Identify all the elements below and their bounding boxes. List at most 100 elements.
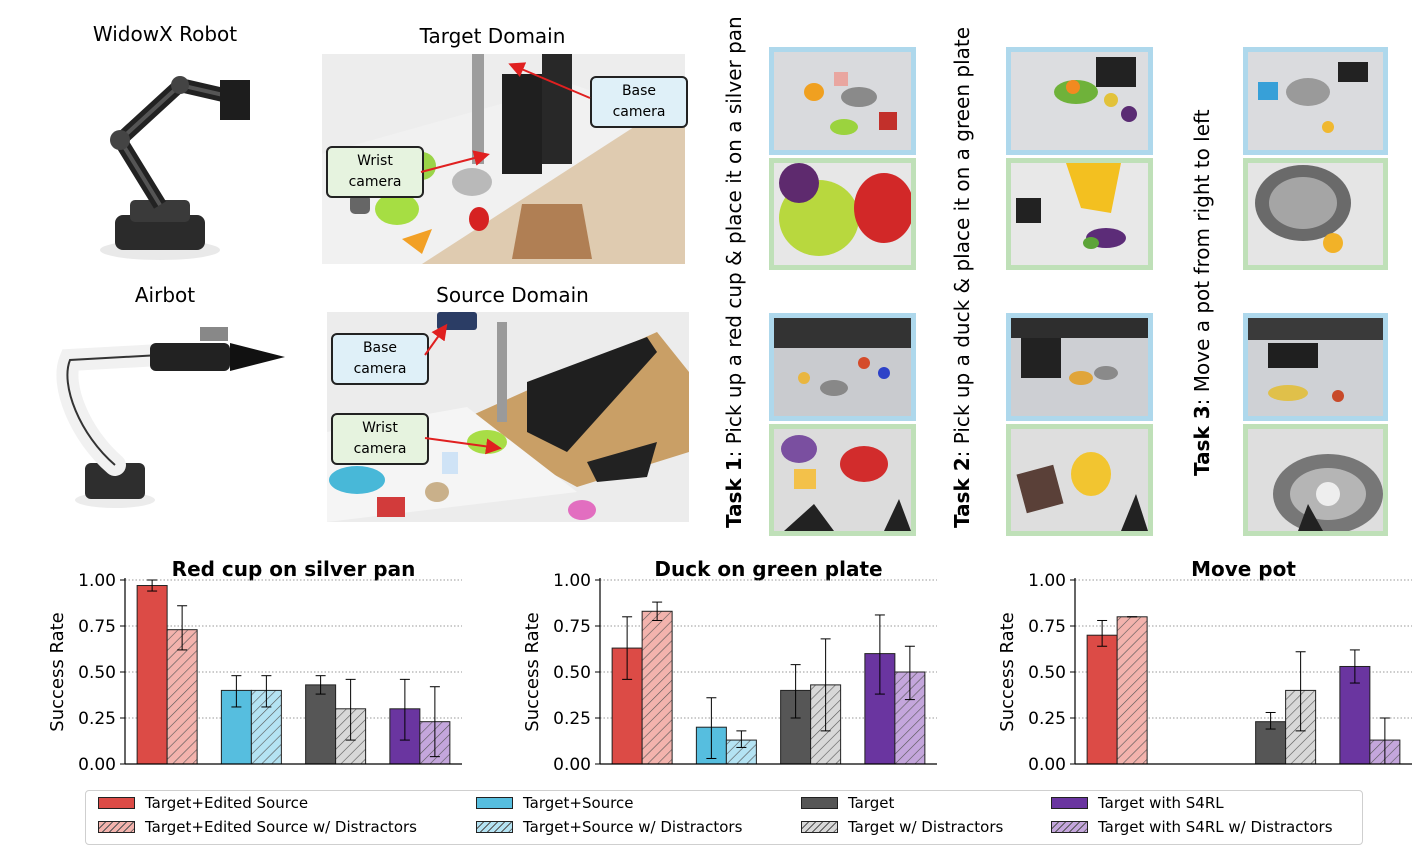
chart-duck-on-green-plate: Duck on green plate 0.00 0.25 0.50 0.75 1.00 S… <box>522 557 937 775</box>
chart-move-pot: Move pot 0.00 0.25 0.50 0.75 1.00 Success Rate <box>997 557 1412 775</box>
y-axis-label: Success Rate <box>997 612 1018 731</box>
airbot-robot-image <box>56 327 285 508</box>
chart-title: Duck on green plate <box>654 557 882 581</box>
chart-title: Red cup on silver pan <box>172 557 416 581</box>
legend-swatch <box>1051 797 1088 809</box>
bar-target-edited-source <box>136 585 168 765</box>
error-bar-target-w-distractors <box>820 638 831 732</box>
bar-target-edited-source <box>1086 634 1118 765</box>
error-bar-target-with-s4rl <box>399 678 410 741</box>
bar-target-edited-source-w-distractors <box>641 610 673 765</box>
task-1-bold: Task 1 <box>722 457 746 528</box>
y-tick-label: 0.50 <box>78 663 116 683</box>
y-tick-label: 0.00 <box>553 755 591 775</box>
arrow-target-wrist <box>420 150 490 173</box>
source-wrist-camera-callout: Wrist camera <box>331 413 429 465</box>
error-bar-target <box>1265 711 1276 730</box>
task-1-target-wrist-thumb <box>769 158 916 270</box>
error-bar-target-source <box>231 675 242 708</box>
error-bar-target-source-w-distractors <box>736 730 747 748</box>
task-2-label: Task 2: Pick up a duck & place it on a g… <box>950 27 974 528</box>
target-base-camera-text: Base camera <box>612 83 666 120</box>
source-domain-label: Source Domain <box>436 283 589 307</box>
error-bar-target-source-w-distractors <box>261 675 272 708</box>
chart-title: Move pot <box>1191 557 1296 581</box>
target-base-camera-callout: Base camera <box>590 76 688 128</box>
error-bar-target <box>790 664 801 719</box>
legend-label: Target+Edited Source <box>145 794 309 812</box>
legend-swatch <box>801 797 838 809</box>
y-tick-label: 0.75 <box>1028 617 1066 637</box>
y-tick-label: 1.00 <box>78 571 116 591</box>
y-tick-label: 0.50 <box>1028 663 1066 683</box>
task-3-source-wrist-thumb <box>1243 424 1388 536</box>
error-bar-target-with-s4rl-w-distractors <box>429 686 440 758</box>
error-bar-target-edited-source-w-distractors <box>652 601 663 621</box>
error-bar-target-w-distractors <box>1295 651 1306 732</box>
task-1-rest: : Pick up a red cup & place it on a silv… <box>722 16 746 458</box>
legend-label: Target with S4RL w/ Distractors <box>1098 818 1333 836</box>
source-wrist-camera-text: Wrist camera <box>353 420 407 457</box>
error-bar-target-edited-source <box>1097 619 1108 647</box>
airbot-label: Airbot <box>134 283 196 307</box>
target-wrist-camera-text: Wrist camera <box>348 153 402 190</box>
target-domain-label: Target Domain <box>419 24 566 48</box>
task-3-label: Task 3: Move a pot from right to left <box>1190 109 1214 476</box>
chart-red-cup-on-silver-pan: Red cup on silver pan 0.00 0.25 0.50 0.75 1.0… <box>47 557 462 775</box>
y-tick-label: 0.25 <box>1028 709 1066 729</box>
legend-label: Target+Source w/ Distractors <box>523 818 743 836</box>
arrow-source-wrist <box>424 437 502 455</box>
y-tick-label: 0.00 <box>1028 755 1066 775</box>
legend-swatch <box>476 797 513 809</box>
legend-swatch <box>98 797 135 809</box>
y-axis-label: Success Rate <box>522 612 543 731</box>
legend-item-target: Target <box>801 794 894 812</box>
target-wrist-camera-callout: Wrist camera <box>326 146 424 198</box>
legend-label: Target+Source <box>523 794 634 812</box>
legend-item-target-with-s4rl-w-distractors: Target with S4RL w/ Distractors <box>1051 818 1333 836</box>
y-tick-label: 1.00 <box>553 571 591 591</box>
legend-item-target-edited-source-w-distractors: Target+Edited Source w/ Distractors <box>98 818 417 836</box>
task-2-target-base-thumb <box>1006 47 1153 155</box>
task-2-source-base-thumb <box>1006 313 1153 421</box>
task-1-target-base-thumb <box>769 47 916 155</box>
bar-target-edited-source-w-distractors <box>1116 616 1148 765</box>
y-tick-label: 0.25 <box>78 709 116 729</box>
task-2-bold: Task 2 <box>950 457 974 528</box>
legend-label: Target with S4RL <box>1098 794 1224 812</box>
widowx-robot-image <box>100 76 250 260</box>
error-bar-target-with-s4rl-w-distractors <box>904 645 915 701</box>
arrow-source-base <box>424 323 448 356</box>
task-3-target-base-thumb <box>1243 47 1388 155</box>
task-1-source-base-thumb <box>769 313 916 421</box>
y-axis-label: Success Rate <box>47 612 68 731</box>
arrow-target-base <box>508 62 591 99</box>
legend-swatch <box>476 821 513 833</box>
task-3-bold: Task 3 <box>1190 405 1214 476</box>
chart-legend: Target+Edited Source Target+Edited Source… <box>85 790 1363 845</box>
y-tick-label: 0.75 <box>78 617 116 637</box>
error-bar-target-source <box>706 697 717 759</box>
legend-item-target-source: Target+Source <box>476 794 634 812</box>
legend-label: Target w/ Distractors <box>848 818 1004 836</box>
legend-swatch <box>98 821 135 833</box>
y-tick-label: 1.00 <box>1028 571 1066 591</box>
legend-item-target-w-distractors: Target w/ Distractors <box>801 818 1003 836</box>
y-tick-label: 0.00 <box>78 755 116 775</box>
legend-item-target-edited-source: Target+Edited Source <box>98 794 308 812</box>
source-base-camera-callout: Base camera <box>331 333 429 385</box>
error-bar-target <box>315 675 326 695</box>
legend-label: Target+Edited Source w/ Distractors <box>145 818 417 836</box>
legend-item-target-source-w-distractors: Target+Source w/ Distractors <box>476 818 742 836</box>
task-2-rest: : Pick up a duck & place it on a green p… <box>950 26 974 458</box>
source-domain-photo <box>327 312 689 522</box>
error-bar-target-with-s4rl <box>1349 649 1360 684</box>
bar-target <box>305 684 337 765</box>
widowx-label: WidowX Robot <box>92 22 238 46</box>
task-2-source-wrist-thumb <box>1006 424 1153 536</box>
y-tick-label: 0.75 <box>553 617 591 637</box>
legend-label: Target <box>848 794 895 812</box>
task-3-source-base-thumb <box>1243 313 1388 421</box>
task-3-rest: : Move a pot from right to left <box>1190 109 1214 406</box>
